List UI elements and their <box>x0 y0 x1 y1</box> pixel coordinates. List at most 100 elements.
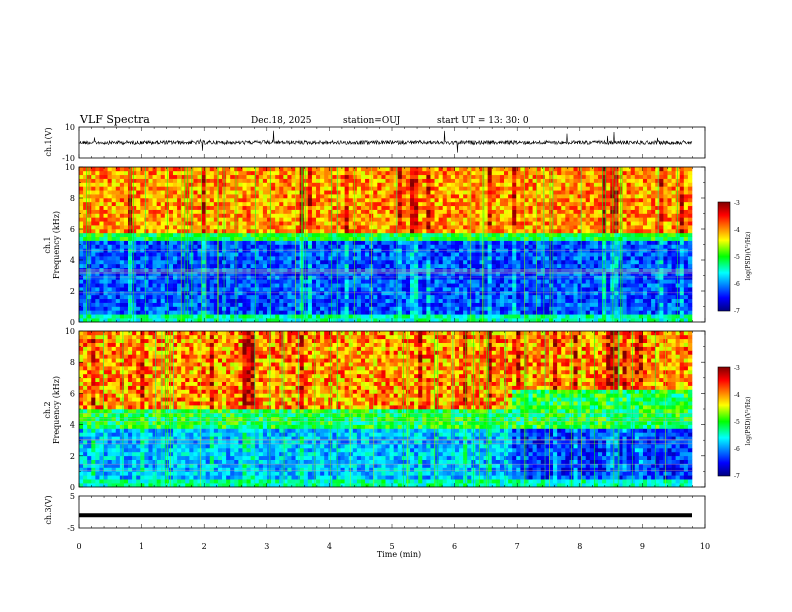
spectrogram-cell <box>426 201 431 207</box>
spectrogram-cell <box>172 201 178 207</box>
spectrogram-cell <box>352 194 358 199</box>
spectrogram-cell <box>414 279 419 284</box>
spectrogram-cell <box>565 221 570 226</box>
spectrogram-cell <box>565 229 570 234</box>
spectrogram-cell <box>520 201 525 207</box>
spectrogram-cell <box>103 174 108 179</box>
spectrogram-cell <box>91 298 96 303</box>
spectrogram-cell <box>332 244 337 249</box>
spectrogram-cell <box>512 306 517 311</box>
spectrogram-cell <box>271 267 276 272</box>
spectrogram-cell <box>348 217 354 222</box>
spectrogram-cell <box>311 310 317 315</box>
spectrogram-cell <box>332 182 337 187</box>
spectrogram-cell <box>426 260 431 265</box>
spectrogram-cell <box>544 267 550 272</box>
spectrogram-cell <box>91 252 96 257</box>
spectrogram-cell <box>246 275 251 280</box>
spectrogram-cell <box>266 167 272 172</box>
spectrogram-cell <box>336 198 341 203</box>
spectrogram-cell <box>291 167 296 172</box>
spectrogram-cell <box>569 252 574 257</box>
spectrogram-cell <box>438 252 444 257</box>
spectrogram-cell <box>365 221 370 226</box>
spectrogram-cell <box>344 232 350 238</box>
spectrogram-cell <box>393 217 399 222</box>
spectrogram-cell <box>540 170 546 176</box>
spectrogram-cell <box>172 287 178 292</box>
spectrogram-cell <box>373 209 378 214</box>
spectrogram-cell <box>401 263 407 269</box>
spectrogram-cell <box>299 217 305 222</box>
spectrogram-cell <box>275 263 280 269</box>
spectrogram-cell <box>377 205 382 210</box>
spectrogram-cell <box>258 209 264 214</box>
spectrogram-cell <box>291 229 296 234</box>
spectrogram-cell <box>508 252 513 257</box>
spectrogram-cell <box>405 182 411 187</box>
spectrogram-cell <box>483 287 488 292</box>
spectrogram-cell <box>512 174 517 179</box>
spectrogram-cell <box>561 279 566 284</box>
spectrogram-cell <box>238 174 243 179</box>
spectrogram-cell <box>107 256 112 261</box>
spectrogram-cell <box>156 201 162 207</box>
spectrogram-cell <box>320 298 325 303</box>
spectrogram-cell <box>565 256 570 261</box>
spectrogram-cell <box>491 178 497 183</box>
spectrogram-cell <box>303 306 309 311</box>
spectrogram-cell <box>205 260 211 265</box>
spectrogram-cell <box>123 244 129 249</box>
spectrogram-cell <box>557 198 562 203</box>
spectrogram-cell <box>356 225 362 230</box>
spectrogram-cell <box>168 170 174 176</box>
spectrogram-cell <box>324 178 329 183</box>
spectrogram-cell <box>83 236 88 241</box>
spectrogram-cell <box>307 178 313 183</box>
spectrogram-cell <box>520 217 525 222</box>
spectrogram-cell <box>524 178 529 183</box>
spectrogram-cell <box>348 240 354 245</box>
spectrogram-cell <box>83 194 88 199</box>
spectrogram-cell <box>279 236 284 241</box>
spectrogram-cell <box>266 314 272 319</box>
spectrogram-cell <box>430 294 435 300</box>
spectrogram-cell <box>528 190 533 195</box>
spectrogram-cell <box>230 225 235 230</box>
spectrogram-cell <box>491 240 497 245</box>
spectrogram-cell <box>217 279 223 284</box>
spectrogram-cell <box>311 182 317 187</box>
spectrogram-cell <box>516 244 521 249</box>
spectrogram-cell <box>115 279 121 284</box>
spectrogram-cell <box>401 201 407 207</box>
spectrogram-cell <box>414 213 419 218</box>
spectrogram-cell <box>405 252 411 257</box>
spectrogram-cell <box>520 302 525 307</box>
spectrogram-cell <box>536 302 542 307</box>
spectrogram-cell <box>499 302 505 307</box>
spectrogram-cell <box>410 221 415 226</box>
spectrogram-cell <box>512 198 517 203</box>
spectrogram-cell <box>320 244 325 249</box>
spectrogram-cell <box>107 240 112 245</box>
spectrogram-cell <box>205 174 211 179</box>
spectrogram-cell <box>103 306 108 311</box>
spectrogram-cell <box>483 267 488 272</box>
spectrogram-cell <box>95 310 100 315</box>
spectrogram-cell <box>401 170 407 176</box>
spectrogram-cell <box>479 318 484 323</box>
spectrogram-cell <box>271 221 276 226</box>
spectrogram-cell <box>275 306 280 311</box>
spectrogram-cell <box>520 252 525 257</box>
spectrogram-cell <box>181 302 186 307</box>
spectrogram-cell <box>422 256 427 261</box>
spectrogram-cell <box>91 263 96 269</box>
spectrogram-cell <box>299 283 305 288</box>
spectrogram-cell <box>217 213 223 218</box>
spectrogram-cell <box>136 318 141 323</box>
spectrogram-cell <box>381 209 386 214</box>
spectrogram-cell <box>540 244 546 249</box>
spectrogram-cell <box>430 232 435 238</box>
spectrogram-cell <box>311 201 317 207</box>
spectrogram-cell <box>177 178 182 183</box>
